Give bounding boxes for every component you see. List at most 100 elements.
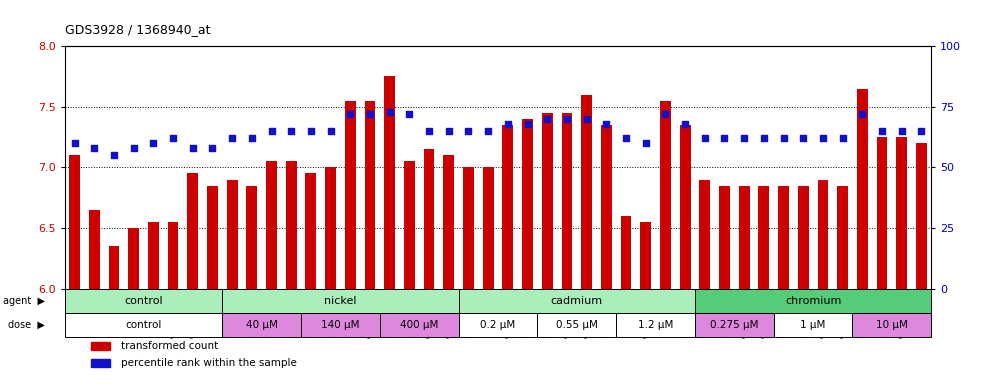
Bar (483, 167, 494, 289)
Point (145, 140, 161, 146)
Bar (798, 185, 809, 289)
Bar (266, 161, 277, 289)
Bar (167, 222, 178, 289)
Point (619, 135, 634, 141)
Bar (679, 125, 690, 289)
Bar (857, 89, 868, 289)
Text: 140 μM: 140 μM (321, 320, 360, 330)
Bar (379, 313, 458, 337)
Text: 1 μM: 1 μM (801, 320, 826, 330)
Bar (301, 313, 379, 337)
Text: 10 μM: 10 μM (875, 320, 907, 330)
Bar (65, 289, 222, 313)
Point (283, 128, 299, 134)
Bar (695, 289, 931, 313)
Bar (660, 101, 671, 289)
Bar (443, 155, 454, 289)
Point (224, 135, 240, 141)
Bar (128, 228, 139, 289)
Bar (502, 125, 513, 289)
Point (657, 111, 673, 117)
Bar (384, 76, 395, 289)
Point (559, 116, 575, 122)
Text: dose  ▶: dose ▶ (8, 320, 45, 330)
Point (579, 116, 595, 122)
Point (520, 121, 536, 127)
Text: cadmium: cadmium (551, 296, 603, 306)
Point (421, 128, 437, 134)
Bar (739, 185, 750, 289)
Bar (601, 125, 612, 289)
Text: transformed count: transformed count (122, 341, 218, 351)
Bar (65, 313, 222, 337)
Point (244, 135, 260, 141)
Bar (719, 185, 730, 289)
Bar (463, 167, 474, 289)
Bar (916, 143, 927, 289)
Point (874, 128, 890, 134)
Point (756, 135, 772, 141)
Text: 400 μM: 400 μM (400, 320, 438, 330)
Text: GDS3928 / 1368940_at: GDS3928 / 1368940_at (65, 23, 210, 36)
Text: nickel: nickel (325, 296, 357, 306)
Point (913, 128, 929, 134)
Point (323, 128, 339, 134)
Bar (222, 289, 458, 313)
Point (736, 135, 752, 141)
Bar (458, 313, 538, 337)
Point (441, 128, 457, 134)
Point (264, 128, 280, 134)
Bar (89, 210, 100, 289)
Bar (582, 94, 592, 289)
Point (815, 135, 831, 141)
Bar (325, 167, 336, 289)
Bar (562, 113, 573, 289)
Bar (187, 174, 198, 289)
Bar (91, 359, 110, 367)
Point (460, 128, 476, 134)
Bar (876, 137, 887, 289)
Bar (207, 185, 218, 289)
Bar (306, 174, 317, 289)
Point (381, 109, 397, 115)
Point (125, 145, 141, 151)
Point (893, 128, 909, 134)
Bar (522, 119, 533, 289)
Bar (227, 179, 238, 289)
Point (362, 111, 377, 117)
Point (855, 111, 871, 117)
Point (401, 111, 417, 117)
Bar (345, 101, 356, 289)
Point (697, 135, 713, 141)
Bar (699, 179, 710, 289)
Bar (818, 179, 829, 289)
Point (204, 145, 220, 151)
Text: 40 μM: 40 μM (246, 320, 278, 330)
Point (67, 140, 83, 146)
Text: percentile rank within the sample: percentile rank within the sample (122, 358, 297, 368)
Point (776, 135, 792, 141)
Bar (246, 185, 257, 289)
Bar (621, 216, 631, 289)
Text: agent  ▶: agent ▶ (3, 296, 45, 306)
Bar (148, 222, 158, 289)
Bar (538, 313, 617, 337)
Bar (286, 161, 297, 289)
Point (795, 135, 811, 141)
Bar (774, 313, 853, 337)
Point (677, 121, 693, 127)
Text: control: control (125, 320, 161, 330)
Bar (91, 342, 110, 349)
Bar (109, 246, 120, 289)
Text: 1.2 μM: 1.2 μM (637, 320, 673, 330)
Bar (458, 289, 695, 313)
Bar (222, 313, 301, 337)
Bar (365, 101, 375, 289)
Bar (617, 313, 695, 337)
Text: 0.55 μM: 0.55 μM (556, 320, 598, 330)
Text: 0.275 μM: 0.275 μM (710, 320, 759, 330)
Bar (778, 185, 789, 289)
Bar (695, 313, 774, 337)
Bar (896, 137, 907, 289)
Point (716, 135, 732, 141)
